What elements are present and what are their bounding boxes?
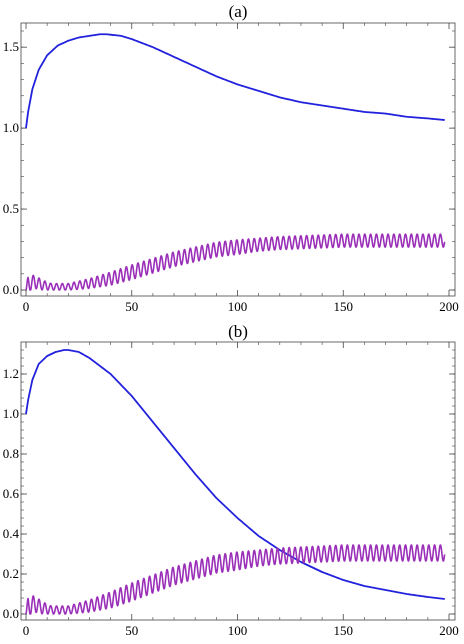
x-tick-label: 150 [334,299,354,314]
panel-b: (b) 0 50 100 150 200 0.0 0.2 0.4 0.6 0.8 1.0 1.2 [3,322,459,638]
panel-title: (a) [229,2,248,21]
y-tick-label: 0.2 [3,566,19,581]
x-tick-label: 0 [23,623,30,638]
x-tick-label: 100 [228,623,248,638]
x-tick-label: 200 [439,623,459,638]
x-tick-label: 50 [125,623,138,638]
x-tick-label: 200 [439,299,459,314]
y-tick-label: 0.4 [3,526,20,541]
panel-title: (b) [228,322,248,341]
plot-frame [20,22,456,297]
y-tick-label: 0.6 [3,486,20,501]
x-tick-label: 100 [228,299,248,314]
x-tick-label: 50 [125,299,138,314]
y-tick-label: 0.5 [3,201,19,216]
y-tick-label: 0.0 [3,606,19,621]
y-tick-label: 1.0 [3,406,19,421]
series-line-2 [25,233,446,291]
series-line-2 [25,544,446,615]
y-tick-label: 0.0 [3,282,19,297]
y-tick-label: 1.5 [3,39,19,54]
x-tick-label: 0 [23,299,30,314]
y-tick-label: 1.2 [3,366,19,381]
y-tick-label: 1.0 [3,120,19,135]
y-tick-label: 0.8 [3,446,19,461]
series-line-1 [25,33,445,129]
plot-frame [20,341,456,621]
series-line-1 [25,349,445,600]
panel-a: (a) 0 50 100 150 200 0.0 0.5 1.0 1.5 [3,2,459,314]
x-tick-label: 150 [334,623,354,638]
